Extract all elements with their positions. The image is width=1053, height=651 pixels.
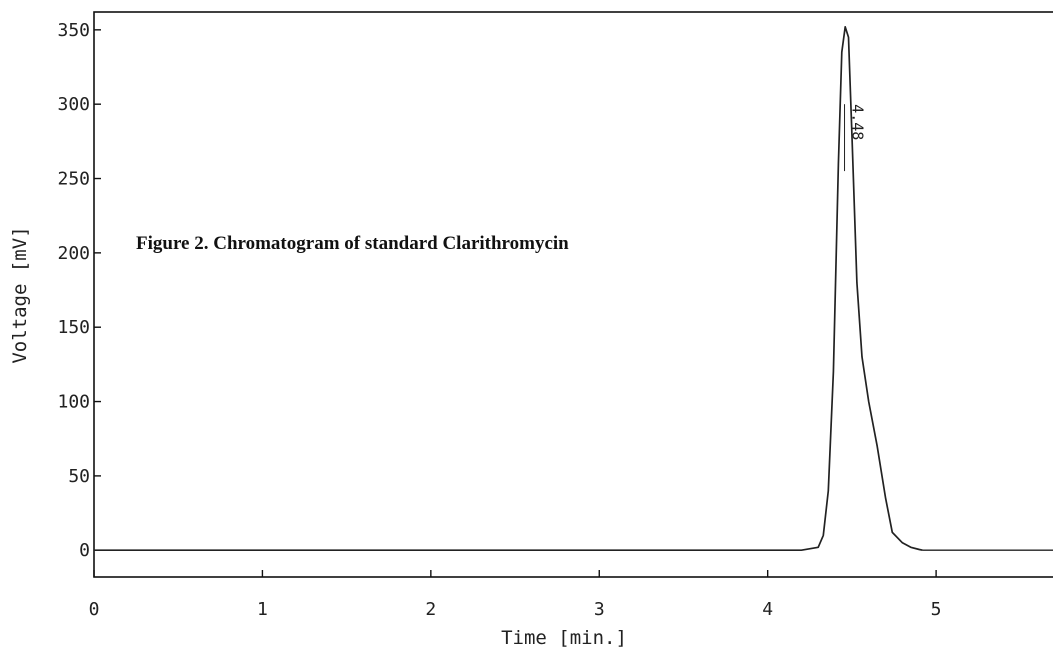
x-tick-label: 2 xyxy=(425,599,436,620)
y-tick-label: 100 xyxy=(57,392,90,413)
y-tick-label: 250 xyxy=(57,169,90,190)
figure-caption-annotation: Figure 2. Chromatogram of standard Clari… xyxy=(136,233,569,254)
chromatogram-trace xyxy=(94,26,923,552)
plot-frame xyxy=(93,11,1053,578)
peak-retention-time-label: 4.48 xyxy=(849,104,867,140)
y-axis: 0 50 100 150 200 250 300 350 xyxy=(57,20,101,561)
x-tick-label: 3 xyxy=(594,599,605,620)
y-tick-label: 300 xyxy=(57,94,90,115)
x-tick-label: 1 xyxy=(257,599,268,620)
x-tick-label: 0 xyxy=(89,599,100,620)
x-axis-title: Time [min.] xyxy=(501,627,627,649)
y-tick-label: 50 xyxy=(68,466,90,487)
y-tick-label: 350 xyxy=(57,20,90,41)
y-axis-title: Voltage [mV] xyxy=(9,226,31,363)
y-tick-label: 0 xyxy=(79,540,90,561)
x-axis: 0 1 2 3 4 5 xyxy=(89,570,942,620)
y-tick-label: 150 xyxy=(57,317,90,338)
series-layer xyxy=(94,26,1053,552)
x-tick-label: 4 xyxy=(762,599,773,620)
x-tick-label: 5 xyxy=(931,599,942,620)
y-tick-label: 200 xyxy=(57,243,90,264)
